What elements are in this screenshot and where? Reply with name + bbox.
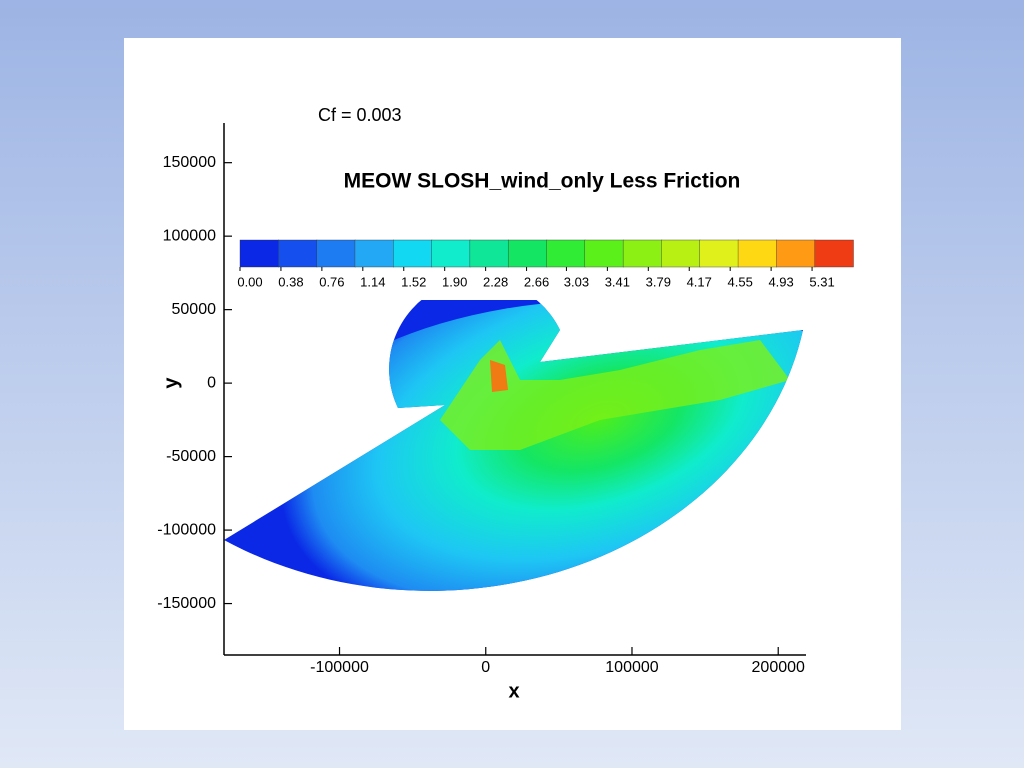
- y-axis-label: y: [160, 377, 182, 389]
- axes: [223, 123, 806, 656]
- field-bay: [440, 340, 790, 450]
- y-tick-label: 0: [207, 374, 216, 391]
- field-peak: [490, 360, 508, 392]
- colorbar-label: 3.79: [646, 274, 671, 289]
- x-tick-label: -100000: [310, 659, 369, 676]
- y-tick-label: -100000: [157, 521, 216, 538]
- colorbar-segment: [393, 239, 433, 268]
- colorbar-label: 0.38: [278, 274, 303, 289]
- x-tick-label: 0: [481, 659, 490, 676]
- colorbar-segment: [737, 239, 778, 268]
- colorbar-segment: [546, 239, 586, 268]
- colorbar-segment: [661, 239, 701, 268]
- colorbar-label: 2.28: [483, 274, 508, 289]
- annotation: Cf = 0.003: [318, 105, 402, 125]
- colorbar-segment: [507, 239, 548, 268]
- y-tick-label: 150000: [163, 154, 216, 171]
- colorbar-label: 4.17: [687, 274, 712, 289]
- colorbar-label: 4.93: [768, 274, 793, 289]
- colorbar-label: 1.90: [442, 274, 467, 289]
- colorbar-segment: [584, 239, 624, 268]
- colorbar-segment: [469, 239, 509, 268]
- colorbar-label: 5.31: [809, 274, 834, 289]
- x-tick-label: 200000: [752, 659, 805, 676]
- chart-title: MEOW SLOSH_wind_only Less Friction: [344, 170, 741, 193]
- colorbar-segment: [699, 239, 739, 268]
- colorbar-segment: [316, 239, 356, 268]
- colorbar-label: 1.14: [360, 274, 385, 289]
- y-tick-label: -50000: [166, 448, 216, 465]
- colorbar-segment: [431, 239, 471, 268]
- y-tick-label: 100000: [163, 227, 216, 244]
- y-tick-label: 50000: [172, 301, 217, 318]
- colorbar-label: 2.66: [524, 274, 549, 289]
- colorbar-segment: [278, 239, 318, 268]
- x-tick-label: 100000: [605, 659, 658, 676]
- colorbar-label: 3.03: [564, 274, 589, 289]
- colorbar-label: 4.55: [728, 274, 753, 289]
- colorbar-label: 3.41: [605, 274, 630, 289]
- colorbar-label: 1.52: [401, 274, 426, 289]
- colorbar-segment: [814, 239, 854, 268]
- colorbar-segment: [239, 239, 280, 268]
- y-tick-label: -150000: [157, 595, 216, 612]
- colorbar-segment: [622, 239, 663, 268]
- x-axis-label: x: [508, 680, 519, 702]
- colorbar-segment: [776, 239, 816, 268]
- colorbar-segment: [354, 239, 394, 268]
- colorbar-label: 0.76: [319, 274, 344, 289]
- colorbar-label: 0.00: [237, 274, 262, 289]
